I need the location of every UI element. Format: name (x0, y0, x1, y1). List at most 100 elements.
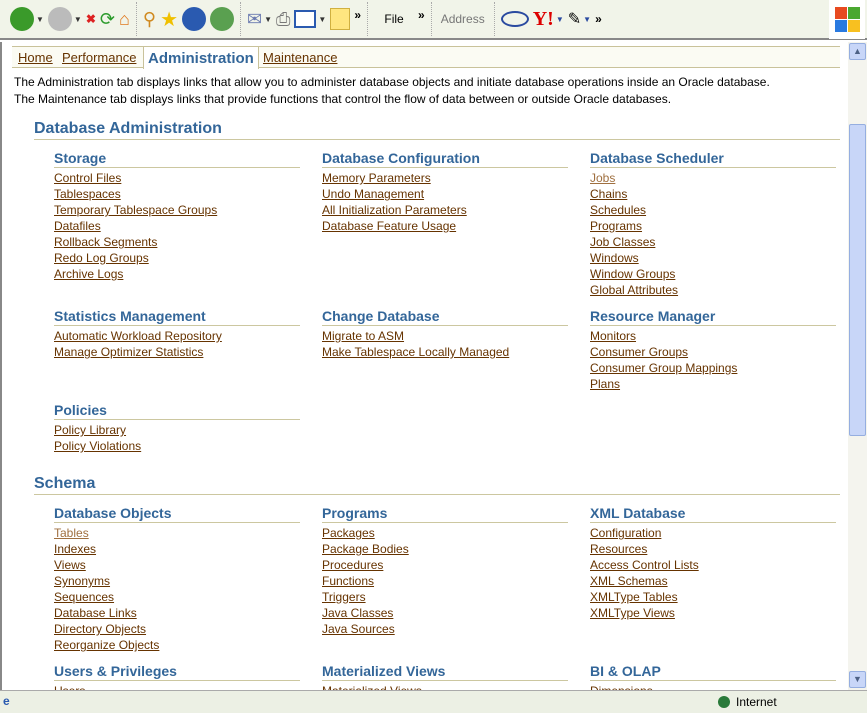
admin-link[interactable]: XMLType Views (590, 606, 675, 620)
back-icon (10, 7, 34, 31)
highlight-button[interactable]: ✎ ▼ (567, 11, 592, 28)
admin-link[interactable]: Materialized Views (322, 683, 568, 690)
admin-link[interactable]: Job Classes (590, 235, 656, 249)
admin-link[interactable]: Database Links (54, 606, 137, 620)
admin-link[interactable]: Manage Optimizer Statistics (54, 345, 204, 359)
admin-link[interactable]: Views (54, 558, 86, 572)
history-button[interactable] (210, 4, 234, 34)
admin-link[interactable]: Chains (590, 187, 628, 201)
section-heading: Database Administration (34, 120, 840, 140)
tab-home[interactable]: Home (18, 50, 53, 65)
admin-link[interactable]: Tablespaces (54, 187, 121, 201)
mail-button[interactable]: ✉ ▼ (247, 8, 273, 29)
scroll-down-button[interactable]: ▼ (849, 671, 866, 688)
admin-link[interactable]: Reorganize Objects (54, 638, 160, 652)
scroll-thumb[interactable] (849, 124, 866, 436)
admin-link[interactable]: Datafiles (54, 219, 101, 233)
windows-flag-icon (834, 6, 860, 32)
admin-link[interactable]: Windows (590, 251, 639, 265)
print-button[interactable]: ⎙ (276, 4, 290, 34)
yahoo-icon: Y! (532, 7, 554, 30)
group-heading: Users & Privileges (54, 663, 300, 681)
admin-link[interactable]: XML Schemas (590, 574, 668, 588)
file-menu[interactable]: File (384, 12, 404, 26)
admin-link[interactable]: Consumer Groups (590, 345, 689, 359)
more-chevron[interactable]: » (354, 8, 362, 22)
pencil-icon: ✎ (567, 11, 582, 28)
admin-link[interactable]: Sequences (54, 590, 115, 604)
admin-link[interactable]: Dimensions (590, 683, 836, 690)
admin-link[interactable]: Monitors (590, 329, 637, 343)
admin-link[interactable]: XMLType Tables (590, 590, 678, 604)
admin-link[interactable]: Rollback Segments (54, 235, 158, 249)
admin-link[interactable]: Policy Violations (54, 439, 142, 453)
admin-link[interactable]: Consumer Group Mappings (590, 361, 738, 375)
tab-performance[interactable]: Performance (62, 50, 137, 65)
printer-icon: ⎙ (276, 8, 291, 29)
group-heading: Materialized Views (322, 663, 568, 681)
admin-link[interactable]: Java Sources (322, 622, 395, 636)
admin-link[interactable]: Database Feature Usage (322, 219, 457, 233)
refresh-icon: ⟳ (99, 8, 115, 29)
more-chevron[interactable]: » (595, 12, 602, 26)
admin-link[interactable]: Directory Objects (54, 622, 147, 636)
section-heading: Schema (34, 475, 840, 495)
back-button[interactable]: ▼ (2, 4, 44, 34)
admin-link[interactable]: Programs (590, 219, 643, 233)
note-icon (330, 8, 351, 30)
admin-link[interactable]: Java Classes (322, 606, 394, 620)
home-button[interactable]: ⌂ (119, 4, 130, 34)
admin-link[interactable]: Jobs (590, 171, 616, 185)
admin-link[interactable]: Migrate to ASM (322, 329, 405, 343)
link-group: Materialized Views Materialized Views (322, 663, 568, 690)
admin-link[interactable]: Resources (590, 542, 648, 556)
admin-link[interactable]: Indexes (54, 542, 97, 556)
search-button[interactable]: ⚲ (143, 4, 156, 34)
refresh-button[interactable]: ⟳ (100, 4, 115, 34)
stop-button[interactable]: ✖ (86, 4, 96, 34)
admin-link[interactable]: All Initialization Parameters (322, 203, 467, 217)
vertical-scrollbar[interactable]: ▲ ▼ (848, 42, 867, 690)
admin-link[interactable]: Package Bodies (322, 542, 409, 556)
admin-link[interactable]: Procedures (322, 558, 384, 572)
admin-link[interactable]: Window Groups (590, 267, 676, 281)
admin-link[interactable]: Synonyms (54, 574, 111, 588)
edit-button[interactable]: ▼ (294, 4, 326, 34)
search-icon: ⚲ (142, 8, 157, 29)
tab-maintenance[interactable]: Maintenance (263, 50, 338, 65)
admin-link[interactable]: Functions (322, 574, 375, 588)
link-group: XML Database Configuration Resources Access… (590, 505, 836, 621)
admin-link[interactable]: Configuration (590, 526, 662, 540)
admin-link[interactable]: Control Files (54, 171, 122, 185)
admin-link[interactable]: Memory Parameters (322, 171, 431, 185)
admin-link[interactable]: Plans (590, 377, 621, 391)
admin-link[interactable]: Access Control Lists (590, 558, 699, 572)
windows-logo (829, 0, 865, 39)
admin-link[interactable]: Packages (322, 526, 375, 540)
admin-link[interactable]: Archive Logs (54, 267, 124, 281)
media-button[interactable] (182, 4, 206, 34)
link-group: Storage Control Files Tablespaces Temporary… (54, 150, 300, 282)
group-heading: Storage (54, 150, 300, 168)
admin-link[interactable]: Users (54, 683, 300, 690)
admin-link[interactable]: Make Tablespace Locally Managed (322, 345, 510, 359)
favorites-button[interactable]: ★ (160, 4, 178, 34)
admin-link[interactable]: Policy Library (54, 423, 127, 437)
tab-bar: Home Performance Administration Maintena… (12, 46, 840, 69)
admin-link[interactable]: Global Attributes (590, 283, 679, 297)
admin-link[interactable]: Undo Management (322, 187, 425, 201)
admin-link[interactable]: Temporary Tablespace Groups (54, 203, 218, 217)
scroll-up-button[interactable]: ▲ (849, 43, 866, 60)
admin-link[interactable]: Automatic Workload Repository (54, 329, 222, 343)
admin-link[interactable]: Tables (54, 526, 89, 540)
address-label[interactable]: Address (440, 12, 485, 26)
admin-link[interactable]: Triggers (322, 590, 366, 604)
more-chevron[interactable]: » (418, 8, 425, 22)
forward-button[interactable]: ▼ (47, 4, 82, 34)
ssl-button[interactable] (500, 4, 529, 34)
yahoo-button[interactable]: Y! ▼ (532, 7, 564, 30)
admin-link[interactable]: Schedules (590, 203, 647, 217)
admin-link[interactable]: Redo Log Groups (54, 251, 149, 265)
notes-button[interactable] (330, 4, 351, 34)
tab-administration[interactable]: Administration (143, 46, 259, 69)
